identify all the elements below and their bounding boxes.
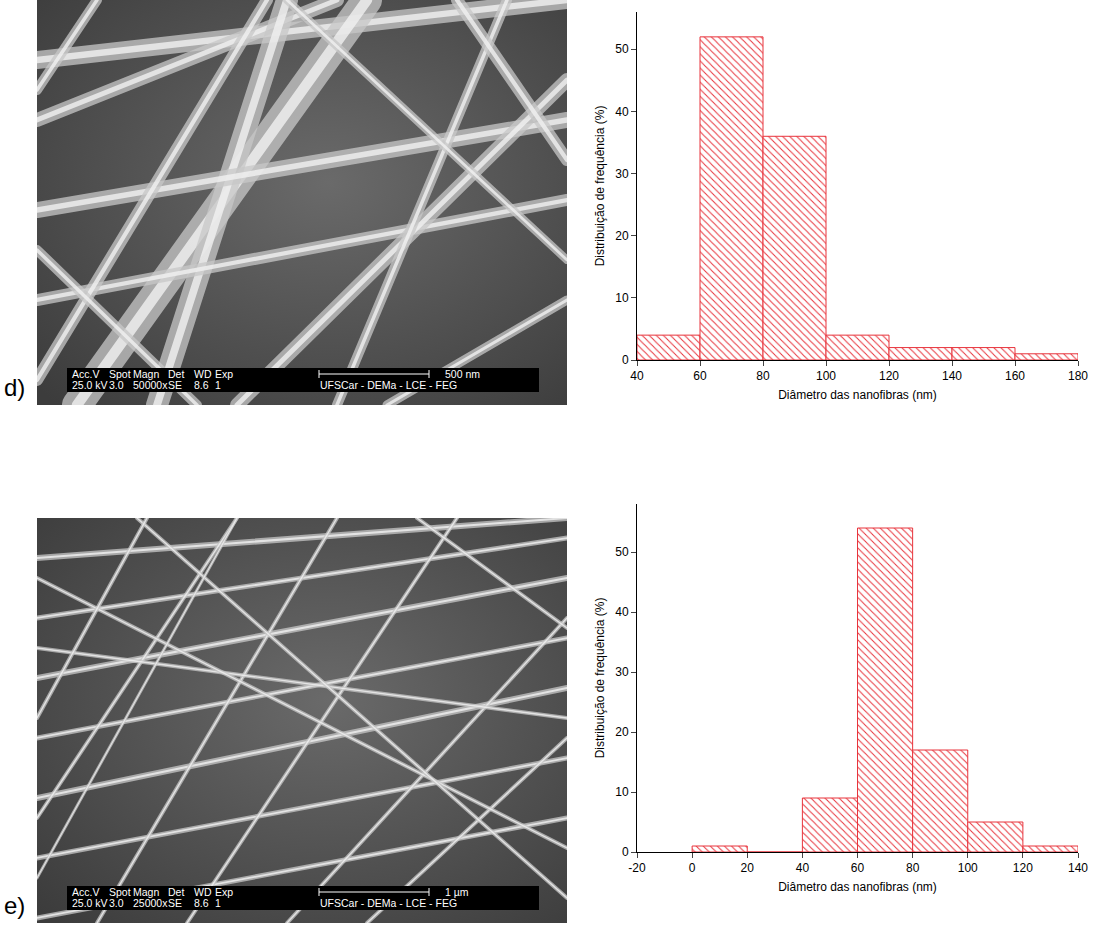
svg-text:25000x: 25000x — [133, 897, 168, 909]
svg-text:40: 40 — [615, 105, 629, 119]
html-text:WD Exp: WD Exp — [194, 886, 234, 898]
svg-text:20: 20 — [741, 861, 755, 875]
svg-text:50: 50 — [615, 545, 629, 559]
svg-text:1: 1 — [215, 897, 221, 909]
svg-text:140: 140 — [1068, 861, 1088, 875]
svg-text:50: 50 — [615, 42, 629, 56]
svg-text:Distribuição de frequência (%): Distribuição de frequência (%) — [593, 106, 607, 267]
svg-text:Distribuição de frequência (%): Distribuição de frequência (%) — [593, 598, 607, 759]
svg-text:20: 20 — [615, 725, 629, 739]
svg-text:120: 120 — [879, 369, 899, 383]
svg-text:1 µm: 1 µm — [445, 886, 469, 898]
svg-text:60: 60 — [851, 861, 865, 875]
svg-text:500 nm: 500 nm — [445, 368, 480, 380]
svg-text:SE: SE — [168, 379, 182, 391]
svg-text:60: 60 — [693, 369, 707, 383]
svg-text:UFSCar - DEMa - LCE - FEG: UFSCar - DEMa - LCE - FEG — [320, 379, 457, 391]
html-text:d): d) — [4, 374, 26, 401]
svg-text:40: 40 — [615, 605, 629, 619]
svg-text:-20: -20 — [628, 861, 646, 875]
svg-text:Diâmetro das nanofibras (nm): Diâmetro das nanofibras (nm) — [778, 880, 937, 894]
svg-text:8.6: 8.6 — [194, 897, 209, 909]
svg-text:Det: Det — [168, 368, 185, 380]
svg-text:Acc.V: Acc.V — [72, 886, 100, 898]
svg-text:100: 100 — [816, 369, 836, 383]
svg-text:140: 140 — [942, 369, 962, 383]
svg-text:25.0 kV: 25.0 kV — [72, 379, 108, 391]
svg-text:50000x: 50000x — [133, 379, 168, 391]
svg-text:SE: SE — [168, 897, 182, 909]
svg-text:30: 30 — [615, 167, 629, 181]
html-text:Spot Magn: Spot Magn — [109, 368, 160, 380]
svg-text:3.0: 3.0 — [109, 379, 124, 391]
svg-text:30: 30 — [615, 665, 629, 679]
svg-text:180: 180 — [1068, 369, 1088, 383]
svg-text:8.6: 8.6 — [194, 379, 209, 391]
svg-text:20: 20 — [615, 229, 629, 243]
svg-text:80: 80 — [756, 369, 770, 383]
svg-text:10: 10 — [615, 291, 629, 305]
svg-text:10: 10 — [615, 785, 629, 799]
svg-text:25.0 kV: 25.0 kV — [72, 897, 108, 909]
svg-text:0: 0 — [622, 845, 629, 859]
svg-text:0: 0 — [689, 861, 696, 875]
svg-text:Diâmetro das nanofibras (nm): Diâmetro das nanofibras (nm) — [778, 388, 937, 402]
svg-text:80: 80 — [906, 861, 920, 875]
svg-text:160: 160 — [1005, 369, 1025, 383]
svg-text:100: 100 — [958, 861, 978, 875]
svg-text:1: 1 — [215, 379, 221, 391]
html-text:WD Exp: WD Exp — [194, 368, 234, 380]
svg-text:120: 120 — [1013, 861, 1033, 875]
svg-text:Det: Det — [168, 886, 185, 898]
svg-text:3.0: 3.0 — [109, 897, 124, 909]
svg-text:UFSCar - DEMa - LCE - FEG: UFSCar - DEMa - LCE - FEG — [320, 897, 457, 909]
svg-text:40: 40 — [796, 861, 810, 875]
svg-text:40: 40 — [630, 369, 644, 383]
html-text:Spot Magn: Spot Magn — [109, 886, 160, 898]
html-text:e): e) — [4, 892, 26, 919]
svg-text:Acc.V: Acc.V — [72, 368, 100, 380]
svg-text:0: 0 — [622, 353, 629, 367]
